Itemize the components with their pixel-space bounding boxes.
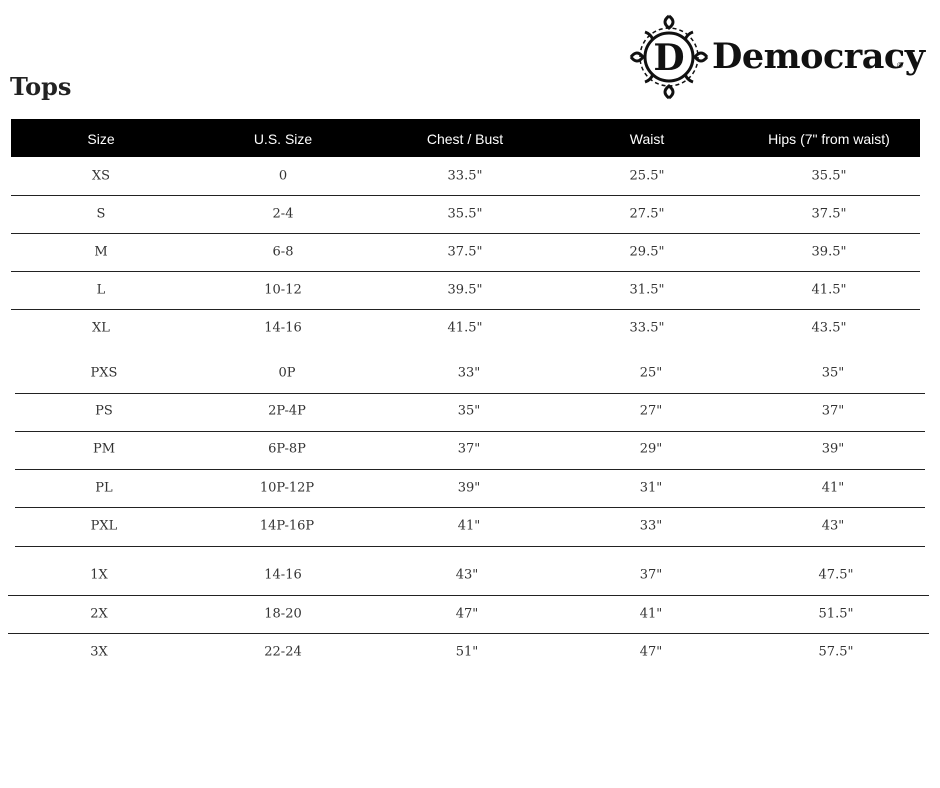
table-cell: PXL [90, 518, 118, 534]
table-cell: S [96, 206, 106, 222]
table-cell: 22-24 [264, 644, 302, 660]
column-header: Size [87, 131, 115, 147]
table-cell: 33" [639, 518, 663, 534]
table-cell: 1X [90, 567, 108, 583]
table-cell: PS [95, 403, 113, 419]
row-divider [11, 195, 920, 196]
table-cell: 35.5" [811, 168, 847, 184]
column-header: Chest / Bust [426, 131, 504, 147]
table-cell: 41" [457, 518, 481, 534]
table-cell: 37" [639, 567, 663, 583]
table-cell: 10-12 [264, 282, 302, 298]
row-divider [15, 469, 925, 470]
table-cell: 6-8 [272, 244, 294, 260]
table-cell: 6P-8P [268, 441, 306, 457]
row-divider [11, 309, 920, 310]
row-divider [8, 633, 929, 634]
table-cell: 43" [821, 518, 845, 534]
title: Tops [10, 72, 72, 101]
table-cell: 2X [90, 606, 108, 622]
logo-letter: D [653, 37, 684, 79]
table-cell: 33" [457, 365, 481, 381]
table-cell: 14P-16P [259, 518, 315, 534]
table-cell: 37" [821, 403, 845, 419]
brand-mark: ® [897, 61, 903, 70]
table-cell: 35" [457, 403, 481, 419]
table-cell: 37" [457, 441, 481, 457]
table-cell: 2-4 [272, 206, 294, 222]
table-cell: 41.5" [447, 320, 483, 336]
table-cell: 39" [457, 480, 481, 496]
table-cell: 51.5" [818, 606, 854, 622]
row-divider [15, 431, 925, 432]
table-cell: 0 [278, 168, 288, 184]
table-cell: 33.5" [447, 168, 483, 184]
table-cell: L [96, 282, 106, 298]
table-cell: 27" [639, 403, 663, 419]
table-cell: 29" [639, 441, 663, 457]
table-cell: 47" [639, 644, 663, 660]
table-cell: 39.5" [447, 282, 483, 298]
table-cell: 14-16 [264, 320, 302, 336]
table-cell: 41" [639, 606, 663, 622]
row-divider [11, 271, 920, 272]
row-divider [15, 507, 925, 508]
row-divider [15, 393, 925, 394]
table-cell: 35" [821, 365, 845, 381]
table-cell: PL [95, 480, 113, 496]
table-cell: M [94, 244, 108, 260]
table-cell: 43.5" [811, 320, 847, 336]
column-header: U.S. Size [253, 131, 313, 147]
table-cell: 47.5" [818, 567, 854, 583]
table-cell: 2P-4P [268, 403, 306, 419]
column-header: Waist [629, 131, 665, 147]
table-cell: 43" [455, 567, 479, 583]
brand: Democracy [712, 36, 925, 77]
table-cell: XS [91, 168, 111, 184]
table-cell: 39" [821, 441, 845, 457]
column-header: Hips (7" from waist) [768, 131, 890, 147]
table-cell: XL [92, 320, 110, 336]
table-cell: 27.5" [629, 206, 665, 222]
table-cell: 39.5" [811, 244, 847, 260]
table-cell: PXS [90, 365, 118, 381]
table-cell: 31" [639, 480, 663, 496]
table-cell: 41" [821, 480, 845, 496]
table-cell: 3X [90, 644, 108, 660]
table-cell: 14-16 [264, 567, 302, 583]
table-cell: 29.5" [629, 244, 665, 260]
row-divider [11, 233, 920, 234]
row-divider [8, 595, 929, 596]
table-cell: 47" [455, 606, 479, 622]
logo-emblem: D [629, 14, 709, 100]
table-cell: 37.5" [811, 206, 847, 222]
table-cell: 10P-12P [259, 480, 315, 496]
table-cell: 41.5" [811, 282, 847, 298]
table-cell: 33.5" [629, 320, 665, 336]
table-cell: 31.5" [629, 282, 665, 298]
table-cell: 0P [278, 365, 296, 381]
table-cell: PM [92, 441, 116, 457]
table-cell: 25" [639, 365, 663, 381]
table-header [11, 119, 920, 157]
table-cell: 18-20 [264, 606, 302, 622]
table-cell: 51" [455, 644, 479, 660]
table-cell: 37.5" [447, 244, 483, 260]
table-cell: 35.5" [447, 206, 483, 222]
table-cell: 57.5" [818, 644, 854, 660]
table-cell: 25.5" [629, 168, 665, 184]
row-divider [15, 546, 925, 547]
